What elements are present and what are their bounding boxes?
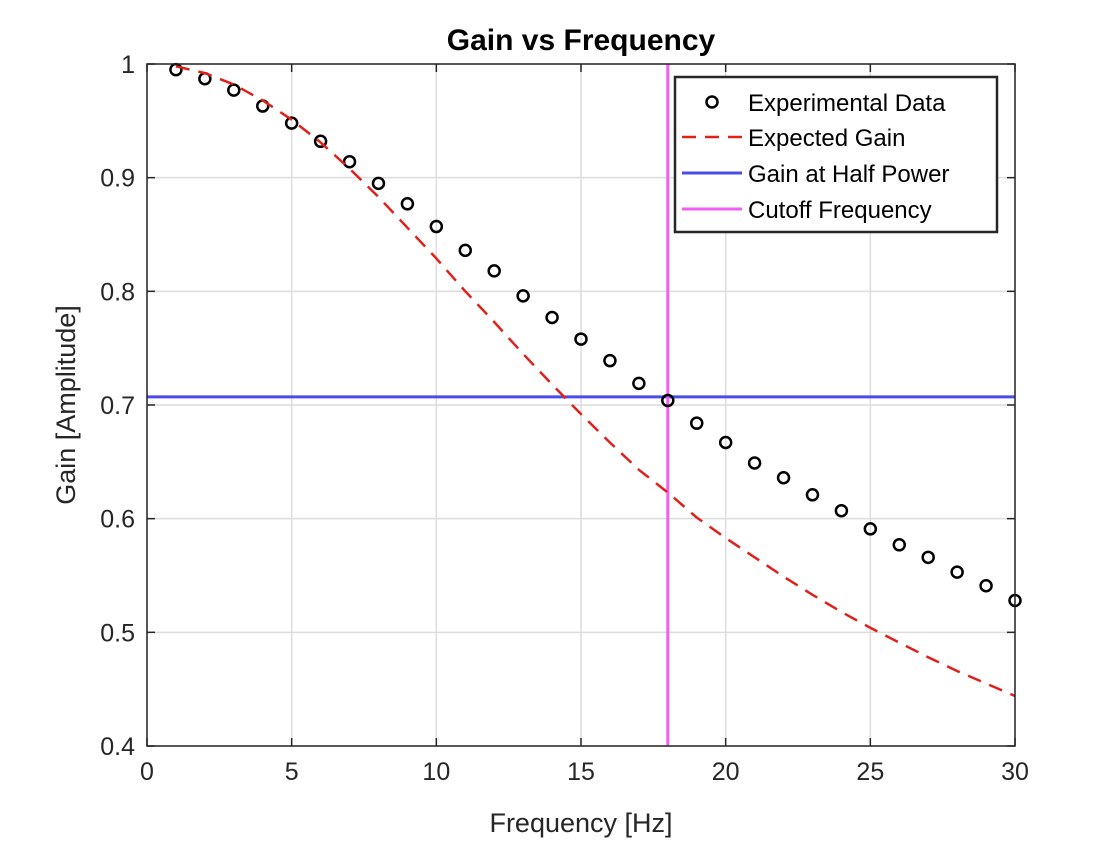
experimental-data-point: [516, 289, 530, 303]
experimental-data-point: [227, 83, 241, 97]
y-tick-label: 0.9: [100, 165, 135, 193]
experimental-data-point: [718, 435, 733, 450]
x-tick-label: 5: [285, 758, 299, 786]
experimental-data-point: [689, 416, 704, 430]
y-tick-label: 0.5: [100, 619, 135, 647]
experimental-data-point: [400, 197, 415, 211]
expected-gain-line: [175, 65, 1016, 698]
experimental-data-point: [603, 353, 617, 368]
experimental-data-point: [342, 155, 357, 169]
experimental-data-point: [661, 393, 675, 408]
experimental-data-point: [284, 116, 299, 130]
experimental-data-point: [632, 376, 646, 391]
experimental-data-point: [458, 243, 473, 258]
y-tick-label: 0.4: [100, 733, 135, 761]
experimental-data-point: [313, 134, 328, 149]
experimental-data-point: [371, 176, 386, 191]
x-tick-label: 20: [712, 758, 740, 786]
experimental-data-point: [979, 578, 993, 593]
experimental-data-point: [776, 470, 791, 485]
experimental-data-point: [834, 503, 849, 518]
experimental-data-point: [921, 550, 935, 565]
x-tick-label: 0: [140, 758, 154, 786]
legend-entry-expected-gain: Expected Gain: [748, 125, 905, 152]
experimental-data-point: [574, 332, 588, 346]
x-tick-label: 10: [422, 758, 450, 786]
axis-ticks: 0 5 10 15 20 25 30 0.4 0.5 0.6 0.7 0.8 0.9 1: [100, 51, 1029, 786]
x-tick-label: 30: [1001, 758, 1029, 786]
y-axis-label: Gain [Amplitude]: [51, 305, 81, 505]
x-tick-label: 25: [856, 758, 884, 786]
experimental-data-point: [747, 456, 762, 470]
experimental-data-point: [545, 310, 559, 325]
experimental-data-point: [892, 538, 907, 552]
y-tick-label: 0.7: [100, 392, 135, 420]
experimental-data-point: [950, 565, 964, 579]
legend-marker-experimental-data: [705, 95, 719, 109]
x-tick-label: 15: [567, 758, 595, 786]
legend-entry-cutoff-frequency: Cutoff Frequency: [748, 197, 932, 224]
chart-title: Gain vs Frequency: [447, 24, 716, 57]
y-tick-label: 1: [121, 51, 135, 79]
experimental-data-point: [805, 488, 820, 502]
experimental-data-point: [487, 264, 501, 278]
legend-entry-experimental-data: Experimental Data: [748, 90, 946, 117]
experimental-data-point: [863, 522, 878, 536]
y-tick-label: 0.6: [100, 506, 135, 534]
legend-entry-half-power: Gain at Half Power: [748, 161, 949, 188]
experimental-data-point: [429, 219, 444, 234]
legend-box: [673, 75, 999, 234]
y-tick-label: 0.8: [100, 278, 135, 306]
legend: Experimental Data Expected Gain Gain at Ha…: [673, 75, 999, 234]
x-axis-label: Frequency [Hz]: [489, 808, 672, 838]
